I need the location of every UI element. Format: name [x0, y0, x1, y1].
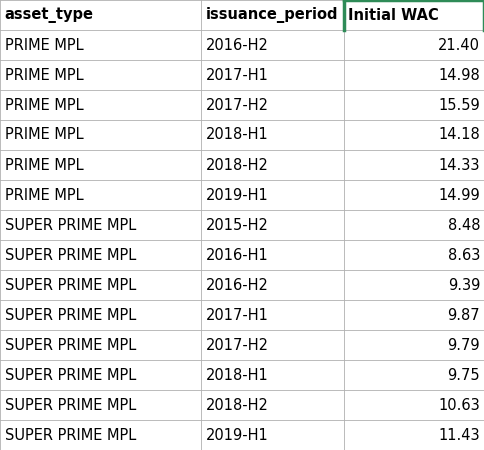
- Bar: [0, 300, 201, 330]
- Bar: [344, 420, 484, 450]
- Text: 8.63: 8.63: [448, 248, 480, 262]
- Bar: [201, 270, 344, 300]
- Text: SUPER PRIME MPL: SUPER PRIME MPL: [5, 278, 136, 292]
- Bar: [344, 390, 484, 420]
- Text: SUPER PRIME MPL: SUPER PRIME MPL: [5, 248, 136, 262]
- Text: 2016-H2: 2016-H2: [206, 278, 269, 292]
- Bar: [344, 240, 484, 270]
- Text: issuance_period: issuance_period: [206, 7, 338, 23]
- Text: 14.99: 14.99: [439, 188, 480, 203]
- Bar: [344, 150, 484, 180]
- Text: 14.33: 14.33: [439, 158, 480, 172]
- Bar: [201, 300, 344, 330]
- Bar: [344, 330, 484, 360]
- Text: 14.98: 14.98: [439, 68, 480, 82]
- Text: SUPER PRIME MPL: SUPER PRIME MPL: [5, 428, 136, 442]
- Bar: [201, 330, 344, 360]
- Bar: [201, 390, 344, 420]
- Text: 2017-H1: 2017-H1: [206, 68, 269, 82]
- Bar: [0, 240, 201, 270]
- Text: 21.40: 21.40: [438, 37, 480, 53]
- Bar: [0, 120, 201, 150]
- Bar: [344, 0, 484, 30]
- Bar: [0, 360, 201, 390]
- Bar: [201, 120, 344, 150]
- Bar: [201, 90, 344, 120]
- Bar: [201, 180, 344, 210]
- Text: 2019-H1: 2019-H1: [206, 188, 269, 203]
- Bar: [344, 270, 484, 300]
- Bar: [201, 360, 344, 390]
- Bar: [201, 210, 344, 240]
- Bar: [0, 0, 201, 30]
- Bar: [0, 420, 201, 450]
- Text: PRIME MPL: PRIME MPL: [5, 158, 83, 172]
- Bar: [201, 240, 344, 270]
- Text: PRIME MPL: PRIME MPL: [5, 68, 83, 82]
- Text: 2017-H2: 2017-H2: [206, 338, 269, 352]
- Text: 2018-H1: 2018-H1: [206, 368, 269, 382]
- Text: PRIME MPL: PRIME MPL: [5, 127, 83, 143]
- Text: 2017-H1: 2017-H1: [206, 307, 269, 323]
- Bar: [344, 120, 484, 150]
- Text: SUPER PRIME MPL: SUPER PRIME MPL: [5, 217, 136, 233]
- Bar: [344, 60, 484, 90]
- Bar: [344, 30, 484, 60]
- Text: 2019-H1: 2019-H1: [206, 428, 269, 442]
- Text: SUPER PRIME MPL: SUPER PRIME MPL: [5, 397, 136, 413]
- Text: 2018-H1: 2018-H1: [206, 127, 269, 143]
- Text: 2015-H2: 2015-H2: [206, 217, 269, 233]
- Bar: [201, 30, 344, 60]
- Text: 15.59: 15.59: [439, 98, 480, 112]
- Bar: [0, 330, 201, 360]
- Bar: [344, 90, 484, 120]
- Text: 10.63: 10.63: [439, 397, 480, 413]
- Text: Initial WAC: Initial WAC: [348, 8, 439, 22]
- Text: 8.48: 8.48: [448, 217, 480, 233]
- Text: SUPER PRIME MPL: SUPER PRIME MPL: [5, 338, 136, 352]
- Text: 2016-H1: 2016-H1: [206, 248, 269, 262]
- Bar: [344, 360, 484, 390]
- Bar: [0, 270, 201, 300]
- Text: 9.39: 9.39: [448, 278, 480, 292]
- Bar: [344, 210, 484, 240]
- Bar: [201, 420, 344, 450]
- Text: 9.79: 9.79: [448, 338, 480, 352]
- Text: 9.75: 9.75: [448, 368, 480, 382]
- Bar: [0, 210, 201, 240]
- Bar: [0, 390, 201, 420]
- Bar: [0, 180, 201, 210]
- Text: 2018-H2: 2018-H2: [206, 158, 269, 172]
- Bar: [201, 60, 344, 90]
- Text: PRIME MPL: PRIME MPL: [5, 188, 83, 203]
- Text: 9.87: 9.87: [448, 307, 480, 323]
- Bar: [201, 0, 344, 30]
- Text: 2018-H2: 2018-H2: [206, 397, 269, 413]
- Text: PRIME MPL: PRIME MPL: [5, 37, 83, 53]
- Text: SUPER PRIME MPL: SUPER PRIME MPL: [5, 307, 136, 323]
- Text: SUPER PRIME MPL: SUPER PRIME MPL: [5, 368, 136, 382]
- Bar: [344, 180, 484, 210]
- Bar: [344, 300, 484, 330]
- Text: 11.43: 11.43: [439, 428, 480, 442]
- Text: PRIME MPL: PRIME MPL: [5, 98, 83, 112]
- Bar: [0, 60, 201, 90]
- Text: asset_type: asset_type: [5, 7, 94, 23]
- Bar: [201, 150, 344, 180]
- Bar: [0, 90, 201, 120]
- Bar: [0, 150, 201, 180]
- Text: 14.18: 14.18: [439, 127, 480, 143]
- Text: 2017-H2: 2017-H2: [206, 98, 269, 112]
- Bar: [0, 30, 201, 60]
- Text: 2016-H2: 2016-H2: [206, 37, 269, 53]
